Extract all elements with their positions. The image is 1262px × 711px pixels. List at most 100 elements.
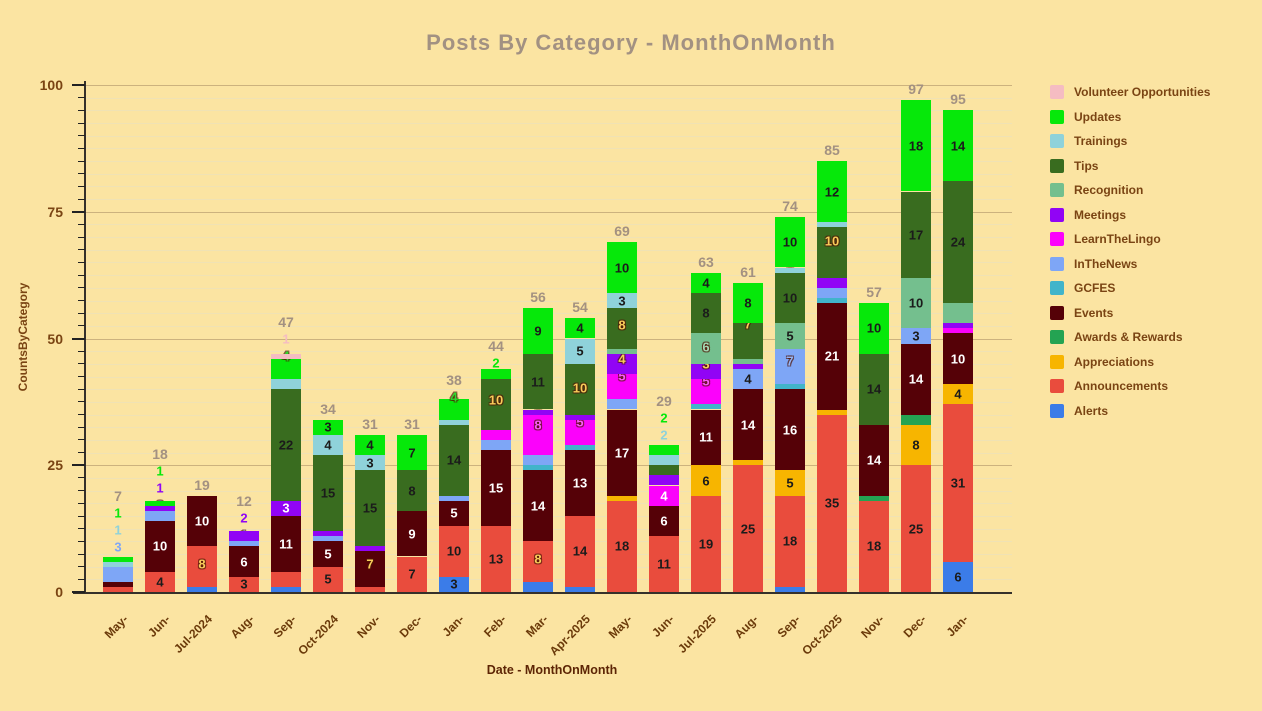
bar-segment-meetings[interactable] [565, 414, 595, 420]
bar-segment-announcements[interactable] [313, 566, 343, 592]
bar-segment-updates[interactable] [523, 308, 553, 354]
bar-segment-inthenews[interactable] [733, 368, 763, 390]
bar-segment-announcements[interactable] [187, 546, 217, 587]
bar-segment-meetings[interactable] [271, 500, 301, 516]
bar-segment-announcements[interactable] [775, 495, 805, 587]
bar-segment-alerts[interactable] [439, 576, 469, 592]
bar-segment-inthenews[interactable] [523, 455, 553, 466]
bar-segment-trainings[interactable] [103, 561, 133, 567]
bar-segment-tips[interactable] [397, 470, 427, 511]
bar-segment-learnthelingo[interactable] [481, 429, 511, 440]
bar-segment-updates[interactable] [607, 242, 637, 293]
bar-segment-trainings[interactable] [565, 338, 595, 364]
bar-segment-recognition[interactable] [691, 333, 721, 364]
bar-segment-events[interactable] [103, 581, 133, 587]
bar-segment-trainings[interactable] [271, 379, 301, 390]
bar-segment-inthenews[interactable] [145, 510, 175, 521]
bar-segment-updates[interactable] [943, 110, 973, 182]
bar-segment-updates[interactable] [145, 500, 175, 506]
legend-item-alerts[interactable]: Alerts [1050, 401, 1108, 421]
bar-segment-tips[interactable] [313, 455, 343, 532]
bar-segment-tips[interactable] [481, 379, 511, 430]
bar-segment-inthenews[interactable] [607, 399, 637, 410]
bar-segment-updates[interactable] [397, 434, 427, 471]
bar-segment-alerts[interactable] [523, 581, 553, 592]
bar-segment-recognition[interactable] [901, 277, 931, 329]
bar-segment-events[interactable] [943, 333, 973, 385]
bar-segment-announcements[interactable] [103, 586, 133, 592]
bar-segment-updates[interactable] [481, 368, 511, 379]
bar-segment-trainings[interactable] [817, 221, 847, 227]
bar-segment-updates[interactable] [355, 434, 385, 456]
bar-segment-updates[interactable] [565, 318, 595, 339]
bar-segment-trainings[interactable] [649, 455, 679, 466]
bar-segment-inthenews[interactable] [439, 495, 469, 501]
bar-segment-announcements[interactable] [565, 516, 595, 587]
bar-segment-inthenews[interactable] [313, 536, 343, 542]
bar-segment-announcements[interactable] [523, 541, 553, 582]
legend-item-meetings[interactable]: Meetings [1050, 205, 1126, 225]
bar-segment-announcements[interactable] [901, 465, 931, 593]
legend-item-appreciations[interactable]: Appreciations [1050, 352, 1154, 372]
bar-segment-events[interactable] [901, 343, 931, 415]
legend-item-tips[interactable]: Tips [1050, 156, 1098, 176]
bar-segment-events[interactable] [649, 505, 679, 537]
bar-segment-updates[interactable] [103, 556, 133, 562]
bar-segment-meetings[interactable] [145, 505, 175, 511]
bar-segment-events[interactable] [565, 450, 595, 516]
bar-segment-tips[interactable] [859, 353, 889, 425]
bar-segment-tips[interactable] [271, 389, 301, 501]
bar-segment-tips[interactable] [943, 181, 973, 303]
legend-item-updates[interactable]: Updates [1050, 107, 1121, 127]
legend-item-learnthelingo[interactable]: LearnTheLingo [1050, 229, 1161, 249]
bar-segment-meetings[interactable] [523, 409, 553, 415]
bar-segment-alerts[interactable] [271, 586, 301, 592]
bar-segment-trainings[interactable] [313, 434, 343, 456]
bar-segment-inthenews[interactable] [775, 348, 805, 385]
bar-segment-events[interactable] [607, 409, 637, 496]
bar-segment-announcements[interactable] [481, 526, 511, 592]
bar-segment-learnthelingo[interactable] [607, 374, 637, 400]
bar-segment-volunteer-opportunities[interactable] [271, 353, 301, 359]
legend-item-volunteer-opportunities[interactable]: Volunteer Opportunities [1050, 82, 1210, 102]
bar-segment-recognition[interactable] [943, 303, 973, 324]
bar-segment-events[interactable] [397, 510, 427, 557]
bar-segment-gcfes[interactable] [817, 297, 847, 303]
bar-segment-recognition[interactable] [775, 323, 805, 349]
bar-segment-events[interactable] [187, 495, 217, 547]
bar-segment-events[interactable] [775, 389, 805, 471]
bar-segment-announcements[interactable] [859, 500, 889, 592]
bar-segment-updates[interactable] [733, 282, 763, 324]
bar-segment-appreciations[interactable] [691, 465, 721, 496]
bar-segment-meetings[interactable] [355, 546, 385, 552]
bar-segment-tips[interactable] [733, 323, 763, 359]
bar-segment-appreciations[interactable] [733, 460, 763, 466]
bar-segment-gcfes[interactable] [565, 445, 595, 451]
bar-segment-awards-rewards[interactable] [901, 414, 931, 425]
bar-segment-appreciations[interactable] [817, 409, 847, 415]
bar-segment-announcements[interactable] [271, 571, 301, 587]
bar-segment-announcements[interactable] [229, 576, 259, 592]
bar-segment-tips[interactable] [817, 227, 847, 278]
bar-segment-tips[interactable] [565, 363, 595, 415]
bar-segment-updates[interactable] [775, 216, 805, 268]
bar-segment-gcfes[interactable] [691, 404, 721, 410]
legend-item-gcfes[interactable]: GCFES [1050, 278, 1115, 298]
bar-segment-meetings[interactable] [229, 531, 259, 542]
bar-segment-trainings[interactable] [439, 419, 469, 425]
bar-segment-updates[interactable] [439, 399, 469, 420]
bar-segment-learnthelingo[interactable] [523, 414, 553, 456]
bar-segment-announcements[interactable] [943, 404, 973, 562]
bar-segment-announcements[interactable] [691, 495, 721, 592]
bar-segment-announcements[interactable] [817, 414, 847, 592]
bar-segment-events[interactable] [481, 450, 511, 527]
bar-segment-events[interactable] [439, 500, 469, 527]
bar-segment-announcements[interactable] [733, 465, 763, 593]
bar-segment-meetings[interactable] [733, 363, 763, 369]
bar-segment-events[interactable] [523, 470, 553, 542]
bar-segment-updates[interactable] [313, 419, 343, 435]
bar-segment-updates[interactable] [649, 445, 679, 456]
bar-segment-events[interactable] [145, 521, 175, 572]
bar-segment-tips[interactable] [691, 292, 721, 334]
legend-item-inthenews[interactable]: InTheNews [1050, 254, 1137, 274]
